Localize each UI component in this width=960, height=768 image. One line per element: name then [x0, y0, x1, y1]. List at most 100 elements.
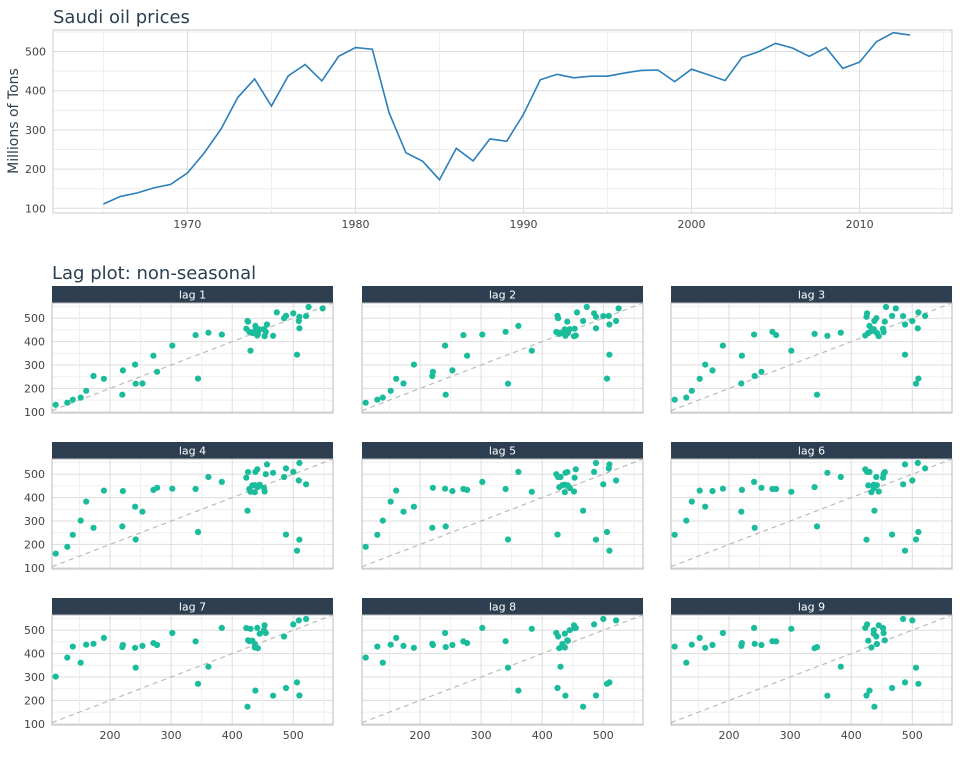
facet-label: lag 7 — [179, 601, 206, 614]
data-point — [557, 663, 564, 670]
data-point — [119, 391, 126, 398]
data-point — [864, 468, 871, 475]
data-point — [295, 617, 302, 624]
data-point — [270, 469, 277, 476]
data-point — [758, 484, 765, 491]
data-point — [696, 487, 703, 494]
y-tick-label: 200 — [25, 163, 46, 176]
data-point — [881, 318, 888, 325]
data-point — [254, 624, 261, 632]
y-tick-label: 500 — [25, 46, 46, 59]
data-point — [460, 332, 467, 339]
data-point — [865, 482, 872, 489]
data-point — [244, 703, 251, 710]
data-point — [296, 459, 303, 467]
data-point — [205, 329, 212, 336]
data-point — [889, 312, 896, 319]
data-point — [69, 396, 76, 403]
data-point — [243, 474, 250, 481]
data-point — [751, 331, 758, 338]
data-point — [244, 507, 251, 514]
x-tick-label: 400 — [222, 729, 243, 742]
data-point — [270, 332, 277, 339]
plot-panel — [51, 614, 334, 726]
data-point — [702, 361, 709, 368]
facet-label: lag 1 — [179, 289, 206, 302]
x-tick-label: 200 — [100, 729, 121, 742]
data-point — [751, 640, 758, 647]
data-point — [881, 637, 888, 644]
data-point — [393, 375, 400, 382]
y-tick-label: 200 — [24, 382, 45, 395]
data-point — [553, 328, 560, 336]
data-point — [603, 680, 611, 687]
data-point — [400, 642, 407, 650]
facet-label: lag 3 — [798, 289, 825, 302]
x-tick-label: 400 — [841, 729, 862, 742]
data-point — [719, 342, 727, 349]
data-point — [912, 536, 920, 543]
data-point — [362, 654, 369, 661]
data-point — [243, 325, 250, 332]
data-point — [613, 477, 620, 484]
data-point — [282, 684, 290, 692]
data-point — [139, 508, 146, 515]
data-point — [410, 361, 417, 368]
facet-4: lag 4 100 200 300 400 500 — [24, 442, 334, 575]
data-point — [813, 391, 821, 398]
x-tick-label: 200 — [719, 729, 740, 742]
data-point — [696, 634, 703, 642]
facet-8: lag 8 200 300 400 500 — [361, 598, 644, 742]
data-point — [281, 473, 288, 481]
plot-panel — [670, 614, 953, 726]
data-point — [504, 664, 512, 671]
data-point — [683, 659, 690, 666]
data-point — [281, 633, 288, 640]
data-point — [566, 627, 573, 634]
reference-line — [670, 614, 953, 724]
data-point — [290, 468, 297, 475]
data-point — [387, 498, 394, 505]
data-point — [702, 644, 709, 651]
data-point — [769, 485, 776, 493]
data-point — [449, 488, 456, 495]
facet-strip — [362, 598, 643, 615]
data-point — [572, 466, 579, 473]
data-point — [442, 629, 449, 637]
data-point — [824, 332, 831, 339]
data-point — [442, 485, 449, 492]
data-point — [169, 629, 176, 637]
data-point — [295, 317, 302, 325]
data-point — [139, 642, 146, 650]
data-point — [192, 332, 199, 339]
x-tick-label: 1990 — [510, 218, 538, 231]
data-point — [252, 322, 259, 329]
plot-panel — [361, 614, 644, 726]
data-point — [515, 468, 522, 475]
data-point — [702, 503, 709, 510]
data-point — [758, 641, 765, 649]
line-chart: Saudi oil prices Millions of Tons 1970 19… — [6, 7, 953, 231]
data-point — [909, 477, 916, 484]
data-point — [460, 485, 467, 493]
data-point — [150, 640, 157, 647]
data-point — [870, 627, 877, 634]
data-point — [603, 528, 611, 536]
data-point — [879, 625, 887, 632]
data-point — [256, 481, 263, 488]
data-point — [442, 523, 449, 530]
data-point — [719, 629, 727, 637]
data-point — [362, 543, 369, 550]
data-point — [251, 489, 258, 496]
facet-strip — [671, 286, 952, 303]
data-point — [252, 687, 259, 694]
data-point — [132, 361, 139, 368]
data-point — [564, 469, 571, 476]
data-point — [600, 313, 607, 320]
data-point — [69, 643, 76, 650]
data-point — [262, 328, 269, 336]
data-point — [671, 643, 678, 650]
y-tick-label: 500 — [24, 468, 45, 481]
y-tick-label: 100 — [25, 202, 46, 215]
